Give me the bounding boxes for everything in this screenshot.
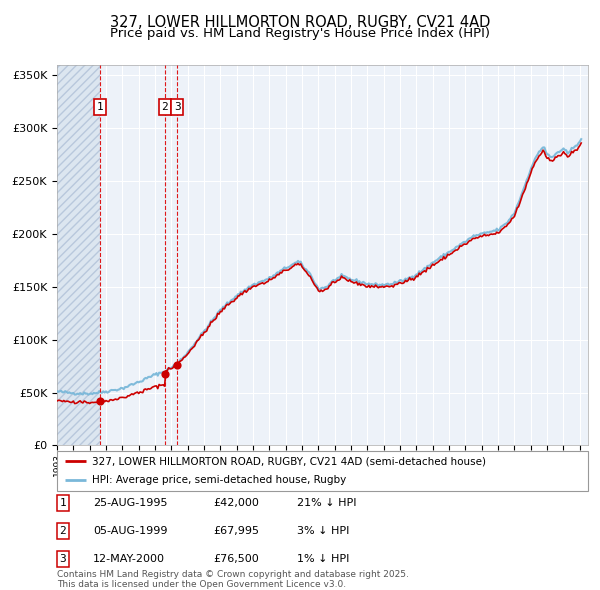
Text: 12-MAY-2000: 12-MAY-2000 bbox=[93, 555, 165, 564]
Point bbox=[160, 369, 169, 378]
Text: 25-AUG-1995: 25-AUG-1995 bbox=[93, 498, 167, 507]
Text: 3% ↓ HPI: 3% ↓ HPI bbox=[297, 526, 349, 536]
Text: £67,995: £67,995 bbox=[213, 526, 259, 536]
Text: 3: 3 bbox=[174, 102, 181, 112]
Text: 3: 3 bbox=[59, 555, 67, 564]
Text: 1: 1 bbox=[97, 102, 104, 112]
Point bbox=[95, 396, 105, 406]
Bar bbox=[57, 65, 100, 445]
Text: 1% ↓ HPI: 1% ↓ HPI bbox=[297, 555, 349, 564]
FancyBboxPatch shape bbox=[57, 451, 588, 491]
Text: 327, LOWER HILLMORTON ROAD, RUGBY, CV21 4AD: 327, LOWER HILLMORTON ROAD, RUGBY, CV21 … bbox=[110, 15, 490, 30]
Text: 2: 2 bbox=[161, 102, 168, 112]
Text: This data is licensed under the Open Government Licence v3.0.: This data is licensed under the Open Gov… bbox=[57, 579, 346, 589]
Text: £42,000: £42,000 bbox=[213, 498, 259, 507]
Text: 2: 2 bbox=[59, 526, 67, 536]
Text: Contains HM Land Registry data © Crown copyright and database right 2025.: Contains HM Land Registry data © Crown c… bbox=[57, 570, 409, 579]
Text: Price paid vs. HM Land Registry's House Price Index (HPI): Price paid vs. HM Land Registry's House … bbox=[110, 27, 490, 40]
Text: £76,500: £76,500 bbox=[213, 555, 259, 564]
Text: 327, LOWER HILLMORTON ROAD, RUGBY, CV21 4AD (semi-detached house): 327, LOWER HILLMORTON ROAD, RUGBY, CV21 … bbox=[92, 456, 485, 466]
Text: 1: 1 bbox=[59, 498, 67, 507]
Point bbox=[172, 360, 182, 369]
Text: 21% ↓ HPI: 21% ↓ HPI bbox=[297, 498, 356, 507]
Text: 05-AUG-1999: 05-AUG-1999 bbox=[93, 526, 167, 536]
Text: HPI: Average price, semi-detached house, Rugby: HPI: Average price, semi-detached house,… bbox=[92, 476, 346, 486]
